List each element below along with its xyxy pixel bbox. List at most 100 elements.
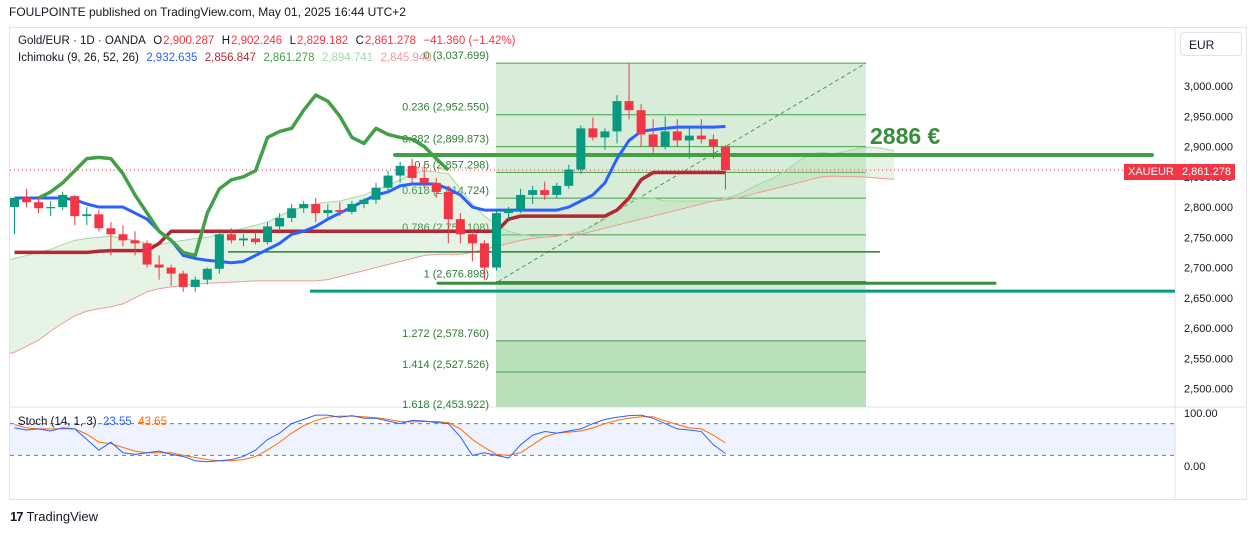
- candle-body: [287, 208, 297, 218]
- high-label: H: [221, 35, 231, 47]
- candle-body: [166, 267, 176, 274]
- candle-body: [492, 213, 501, 268]
- candle-body: [504, 210, 514, 214]
- candle-body: [455, 219, 465, 235]
- ichimoku-tenkan-value: 2,932.635: [146, 52, 198, 64]
- candle-body: [588, 128, 598, 138]
- stoch-legend: Stoch (14, 1, 3) 23.55 43.65: [18, 416, 167, 428]
- candle-body: [275, 217, 285, 227]
- candle-body: [443, 191, 453, 220]
- fib-level-label: 0.618 (2,814.724): [402, 185, 489, 197]
- fib-level-label: 1.272 (2,578.760): [402, 328, 489, 340]
- ticker-tag: XAUEUR: [1124, 164, 1178, 180]
- stoch-d-line: [14, 415, 726, 462]
- candle-body: [696, 135, 706, 140]
- tradingview-wordmark: TradingView: [26, 509, 99, 524]
- candle-body: [142, 243, 152, 265]
- y-tick-label: 2,950.000: [1184, 111, 1233, 123]
- candle-body: [10, 197, 19, 208]
- tradingview-logo-icon: 17: [10, 509, 24, 524]
- candle-body: [323, 210, 333, 214]
- open-label: O: [153, 35, 163, 47]
- senkou-b-line: [10, 175, 895, 354]
- y-tick-label: 2,900.000: [1184, 142, 1233, 154]
- candle-body: [251, 238, 260, 243]
- ichimoku-label: Ichimoku (9, 26, 52, 26): [18, 52, 139, 64]
- candle-body: [34, 202, 44, 209]
- candle-body: [395, 165, 405, 176]
- candle-body: [528, 190, 538, 195]
- low-label: L: [289, 35, 296, 47]
- annotation-2886: 2886 €: [870, 123, 941, 149]
- tradingview-logo[interactable]: 17 TradingView: [10, 509, 98, 524]
- y-tick-label: 3,000.000: [1184, 81, 1233, 93]
- candle-body: [636, 110, 646, 135]
- candle-body: [299, 204, 309, 209]
- candle-body: [226, 234, 236, 241]
- close-value: 2,861.278: [364, 35, 417, 47]
- ichimoku-kijun-value: 2,856.847: [204, 52, 256, 64]
- ichimoku-legend: Ichimoku (9, 26, 52, 26) 2,932.635 2,856…: [18, 52, 433, 64]
- stoch-k-value: 23.55: [103, 416, 132, 428]
- candle-body: [154, 264, 164, 268]
- ichimoku-cloud: [10, 147, 895, 354]
- stoch-y-tick: 100.00: [1184, 408, 1218, 420]
- chart-frame: [9, 27, 1247, 500]
- stoch-d-value: 43.65: [138, 416, 167, 428]
- candle-body: [238, 238, 248, 241]
- y-tick-label: 2,500.000: [1184, 384, 1233, 396]
- candle-body: [94, 214, 104, 229]
- ichimoku-senkou-b-value: 2,845.940: [380, 52, 432, 64]
- symbol-name: Gold/EUR · 1D · OANDA: [18, 35, 146, 47]
- y-tick-label: 2,650.000: [1184, 293, 1233, 305]
- candle-body: [624, 101, 634, 111]
- candle-body: [660, 131, 670, 147]
- candle-body: [106, 228, 116, 235]
- candle-body: [311, 204, 321, 214]
- candle-body: [359, 199, 369, 205]
- candle-body: [612, 101, 622, 132]
- candle-body: [431, 182, 441, 192]
- fib-level-label: 1 (2,676.898): [424, 269, 489, 281]
- candle-body: [22, 197, 32, 203]
- y-tick-label: 2,550.000: [1184, 353, 1233, 365]
- candle-body: [720, 146, 730, 171]
- candle-body: [419, 177, 429, 183]
- kijun-sen-line: [14, 170, 726, 255]
- currency-button[interactable]: EUR: [1180, 32, 1242, 56]
- y-tick-label: 2,700.000: [1184, 263, 1233, 275]
- fib-level-label: 0.236 (2,952.550): [402, 102, 489, 114]
- candle-body: [407, 165, 417, 178]
- candle-body: [371, 187, 381, 200]
- symbol-legend: Gold/EUR · 1D · OANDA O2,900.287 H2,902.…: [18, 35, 517, 47]
- candle-body: [58, 194, 68, 208]
- fib-level-label: 1.618 (2,453.922): [402, 399, 489, 411]
- candle-body: [130, 240, 140, 244]
- candle-body: [118, 234, 128, 241]
- candle-body: [552, 185, 562, 195]
- candle-body: [70, 196, 80, 217]
- candle-body: [467, 234, 477, 244]
- fib-level-label: 0.382 (2,899.873): [402, 134, 489, 146]
- fib-level-label: 1.414 (2,527.526): [402, 359, 489, 371]
- candle-body: [600, 131, 610, 138]
- candle-body: [82, 214, 92, 217]
- candle-body: [648, 134, 658, 147]
- stoch-label: Stoch (14, 1, 3): [18, 416, 97, 428]
- candle-body: [347, 204, 357, 212]
- fib-extension-background: [496, 340, 866, 407]
- change-value: −41.360 (−1.42%): [423, 35, 516, 47]
- candle-body: [202, 268, 212, 280]
- candle-body: [479, 243, 489, 268]
- published-by-line: FOULPOINTE published on TradingView.com,…: [9, 5, 406, 19]
- ichimoku-chikou-value: 2,861.278: [263, 52, 315, 64]
- tenkan-sen-line: [14, 125, 726, 265]
- candle-body: [190, 279, 200, 287]
- fib-level-label: 0.5 (2,857.298): [414, 159, 489, 171]
- candle-body: [672, 131, 682, 141]
- fib-level-label: 0 (3,037.699): [424, 50, 489, 62]
- candle-body: [576, 128, 586, 170]
- stoch-k-line: [14, 414, 726, 463]
- candle-body: [516, 194, 526, 211]
